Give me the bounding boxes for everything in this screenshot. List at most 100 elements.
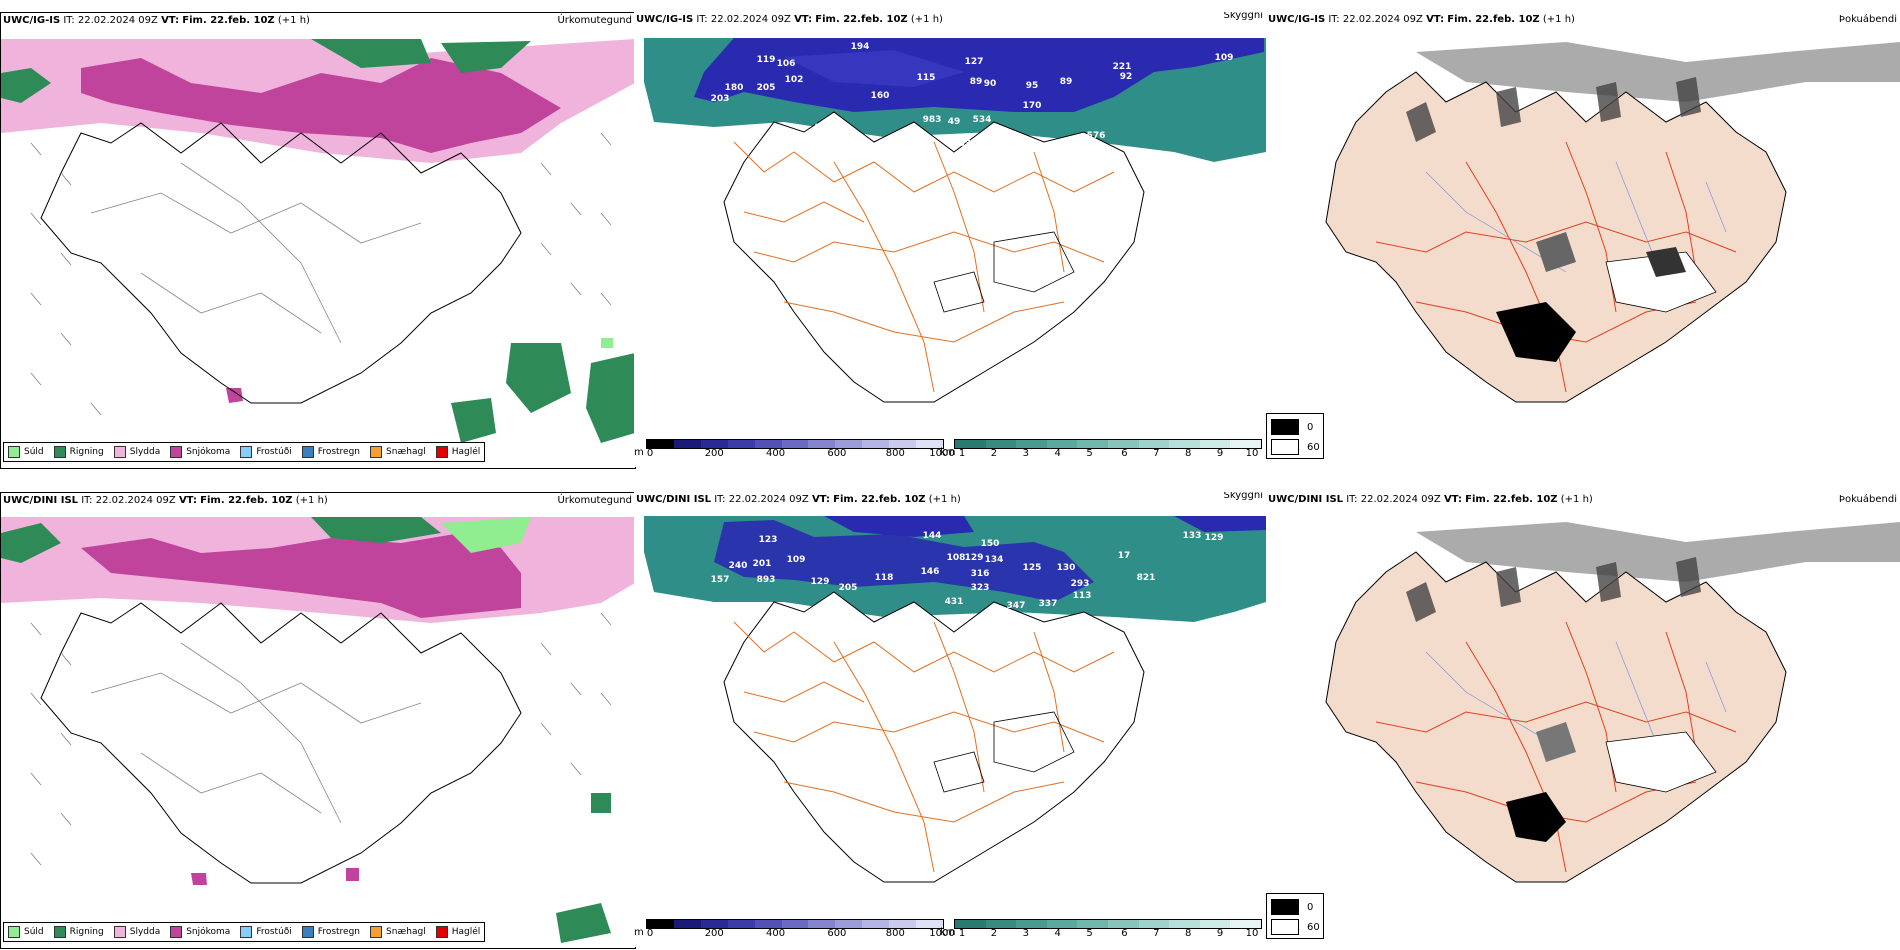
fog-panel-row1: UWC/IG-IS IT: 22.02.2024 09Z VT: Fim. 22… bbox=[1266, 12, 1900, 467]
legend-swatch bbox=[53, 926, 66, 938]
model-name: UWC/IG-IS bbox=[636, 14, 694, 25]
fog-panel-row2: UWC/DINI ISL IT: 22.02.2024 09Z VT: Fim.… bbox=[1266, 492, 1900, 947]
legend-swatch bbox=[1271, 919, 1299, 935]
tick-label: 1 bbox=[958, 448, 966, 459]
precip-type-panel-row1: UWC/IG-IS IT: 22.02.2024 09Z VT: Fim. 22… bbox=[0, 12, 636, 469]
ceiling-value: 17 bbox=[1117, 551, 1131, 561]
ceiling-value: 102 bbox=[784, 75, 804, 85]
ceiling-value: 123 bbox=[758, 535, 778, 545]
tick-label: 600 bbox=[827, 448, 847, 459]
tick-label: 10 bbox=[1245, 448, 1259, 459]
legend-item: Haglél bbox=[435, 926, 480, 938]
ceiling-value: 129 bbox=[1204, 533, 1224, 543]
tick-label: 5 bbox=[1086, 448, 1093, 459]
precip-type-panel-row2: UWC/DINI ISL IT: 22.02.2024 09Z VT: Fim.… bbox=[0, 492, 636, 949]
panel-header: UWC/DINI ISL IT: 22.02.2024 09Z VT: Fim.… bbox=[1, 493, 635, 509]
fog-map bbox=[1325, 42, 1900, 403]
ceiling-value: 240 bbox=[728, 561, 748, 571]
ceiling-value: 534 bbox=[972, 115, 992, 125]
legend-swatch bbox=[240, 926, 253, 938]
colorbar-unit: km bbox=[940, 927, 956, 938]
visibility-map bbox=[644, 516, 1266, 883]
model-name: UWC/DINI ISL bbox=[636, 494, 712, 505]
visibility-map bbox=[644, 38, 1266, 403]
ceiling-value: 129 bbox=[964, 553, 984, 563]
ceiling-value: 201 bbox=[752, 559, 772, 569]
colorbar-ticks: 0 200 400 600 800 1000 bbox=[646, 928, 955, 940]
legend-item: Rigning bbox=[53, 926, 104, 938]
model-name: UWC/DINI ISL bbox=[1268, 494, 1344, 505]
panel-title: Skyggni bbox=[1223, 492, 1263, 501]
legend-swatch bbox=[301, 926, 314, 938]
legend-item: Súld bbox=[8, 446, 44, 458]
tick-label: 4 bbox=[1054, 448, 1061, 459]
colorbar-ticks: 0 200 400 600 800 1000 bbox=[646, 448, 955, 460]
tick-label: 600 bbox=[827, 928, 847, 939]
legend-swatch bbox=[240, 446, 253, 458]
ceiling-value: 93 bbox=[1141, 149, 1155, 159]
ceiling-value: 221 bbox=[1112, 62, 1132, 72]
legend-swatch bbox=[1271, 899, 1299, 915]
visibility-panel-row2: UWC/DINI ISL IT: 22.02.2024 09Z VT: Fim.… bbox=[634, 492, 1266, 947]
model-name: UWC/IG-IS bbox=[1268, 14, 1326, 25]
panel-title: Úrkomutegund bbox=[557, 495, 632, 506]
panel-header: UWC/DINI ISL IT: 22.02.2024 09Z VT: Fim.… bbox=[1266, 492, 1900, 508]
legend-item: Frostregn bbox=[301, 446, 360, 458]
colorbar-swatches bbox=[646, 439, 944, 449]
ceiling-value: 89 bbox=[1059, 77, 1073, 87]
ceiling-value: 821 bbox=[1136, 573, 1156, 583]
tick-label: 2 bbox=[990, 448, 998, 459]
panel-header: UWC/IG-IS IT: 22.02.2024 09Z VT: Fim. 22… bbox=[634, 12, 1266, 28]
legend-item: Frostúði bbox=[240, 446, 292, 458]
colorbar-swatches bbox=[954, 919, 1262, 929]
tick-label: 3 bbox=[1022, 928, 1029, 939]
legend-swatch bbox=[370, 926, 383, 938]
ceiling-value: 431 bbox=[944, 597, 964, 607]
legend-swatch bbox=[8, 926, 20, 938]
ceiling-value: 576 bbox=[1086, 131, 1106, 141]
colorbar-ticks: 1 2 3 4 5 6 7 8 9 10 bbox=[958, 448, 1259, 460]
precip-type-map bbox=[1, 39, 635, 443]
fog-legend: 0 60 bbox=[1266, 893, 1324, 939]
ceiling-value: 170 bbox=[1022, 101, 1042, 111]
legend-swatch bbox=[301, 446, 314, 458]
ceiling-value: 125 bbox=[1022, 563, 1042, 573]
ceiling-value: 216 bbox=[1136, 629, 1156, 639]
tick-label: 9 bbox=[1216, 448, 1224, 459]
ceiling-value: 109 bbox=[1214, 53, 1234, 63]
ceiling-value: 146 bbox=[920, 567, 940, 577]
model-name: UWC/DINI ISL bbox=[3, 495, 79, 506]
legend-item: Slydda bbox=[113, 446, 160, 458]
ceiling-value: 893 bbox=[756, 575, 776, 585]
tick-label: 1 bbox=[958, 928, 966, 939]
colorbar-unit: km bbox=[940, 447, 956, 458]
legend-swatch bbox=[170, 446, 183, 458]
ceiling-value: 323 bbox=[970, 583, 990, 593]
legend-swatch bbox=[1271, 439, 1299, 455]
ceiling-value: 316 bbox=[970, 569, 990, 579]
ceiling-value: 293 bbox=[1070, 579, 1090, 589]
legend-item: Snjókoma bbox=[170, 926, 230, 938]
panel-title: Skyggni bbox=[1223, 12, 1263, 21]
ceiling-value: 983 bbox=[922, 115, 942, 125]
ceiling-value: 130 bbox=[1056, 563, 1076, 573]
legend-item: 0 bbox=[1271, 419, 1313, 435]
tick-label: 8 bbox=[1185, 448, 1192, 459]
ceiling-value: 203 bbox=[710, 94, 730, 104]
tick-label: 200 bbox=[704, 928, 724, 939]
ceiling-value: 90 bbox=[983, 79, 997, 89]
visibility-colorbar: km 1 2 3 4 5 6 7 8 9 10 bbox=[940, 439, 1266, 461]
ceiling-value: 118 bbox=[874, 573, 894, 583]
legend-item: Rigning bbox=[53, 446, 104, 458]
colorbar-unit: m bbox=[634, 927, 644, 938]
legend-item: 0 bbox=[1271, 899, 1313, 915]
ceiling-value: 435 bbox=[992, 133, 1012, 143]
tick-label: 400 bbox=[766, 448, 786, 459]
legend-item: Slydda bbox=[113, 926, 160, 938]
fog-legend: 0 60 bbox=[1266, 413, 1324, 459]
tick-label: 8 bbox=[1185, 928, 1192, 939]
tick-label: 0 bbox=[646, 448, 654, 459]
tick-label: 200 bbox=[704, 448, 724, 459]
ceiling-value: 347 bbox=[1006, 601, 1026, 611]
tick-label: 0 bbox=[646, 928, 654, 939]
